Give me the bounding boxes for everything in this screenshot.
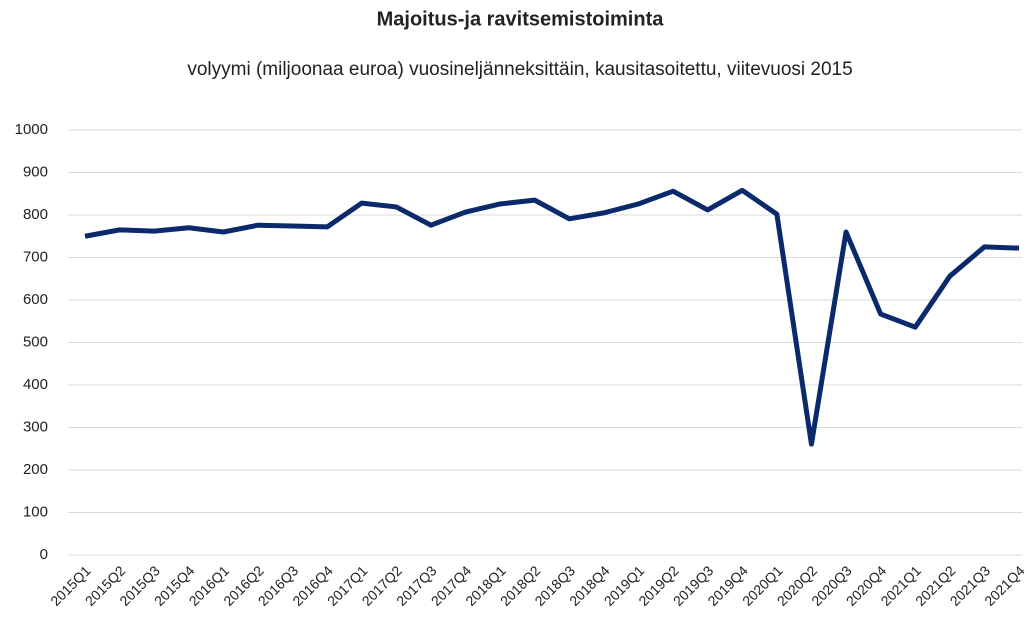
- y-tick-label: 800: [23, 206, 48, 223]
- y-tick-label: 200: [23, 461, 48, 478]
- y-tick-label: 900: [23, 163, 48, 180]
- line: [84, 187, 1020, 447]
- y-tick-label: 600: [23, 291, 48, 308]
- y-tick-label: 500: [23, 333, 48, 350]
- y-tick-label: 1000: [15, 121, 48, 138]
- chart-title: Majoitus-ja ravitsemistoiminta: [377, 8, 665, 30]
- y-tick-label: 400: [23, 376, 48, 393]
- y-tick-label: 100: [23, 503, 48, 520]
- chart-subtitle: volyymi (miljoonaa euroa) vuosineljännek…: [187, 59, 852, 80]
- y-tick-label: 300: [23, 418, 48, 435]
- y-tick-label: 700: [23, 248, 48, 265]
- y-tick-label: 0: [40, 546, 48, 563]
